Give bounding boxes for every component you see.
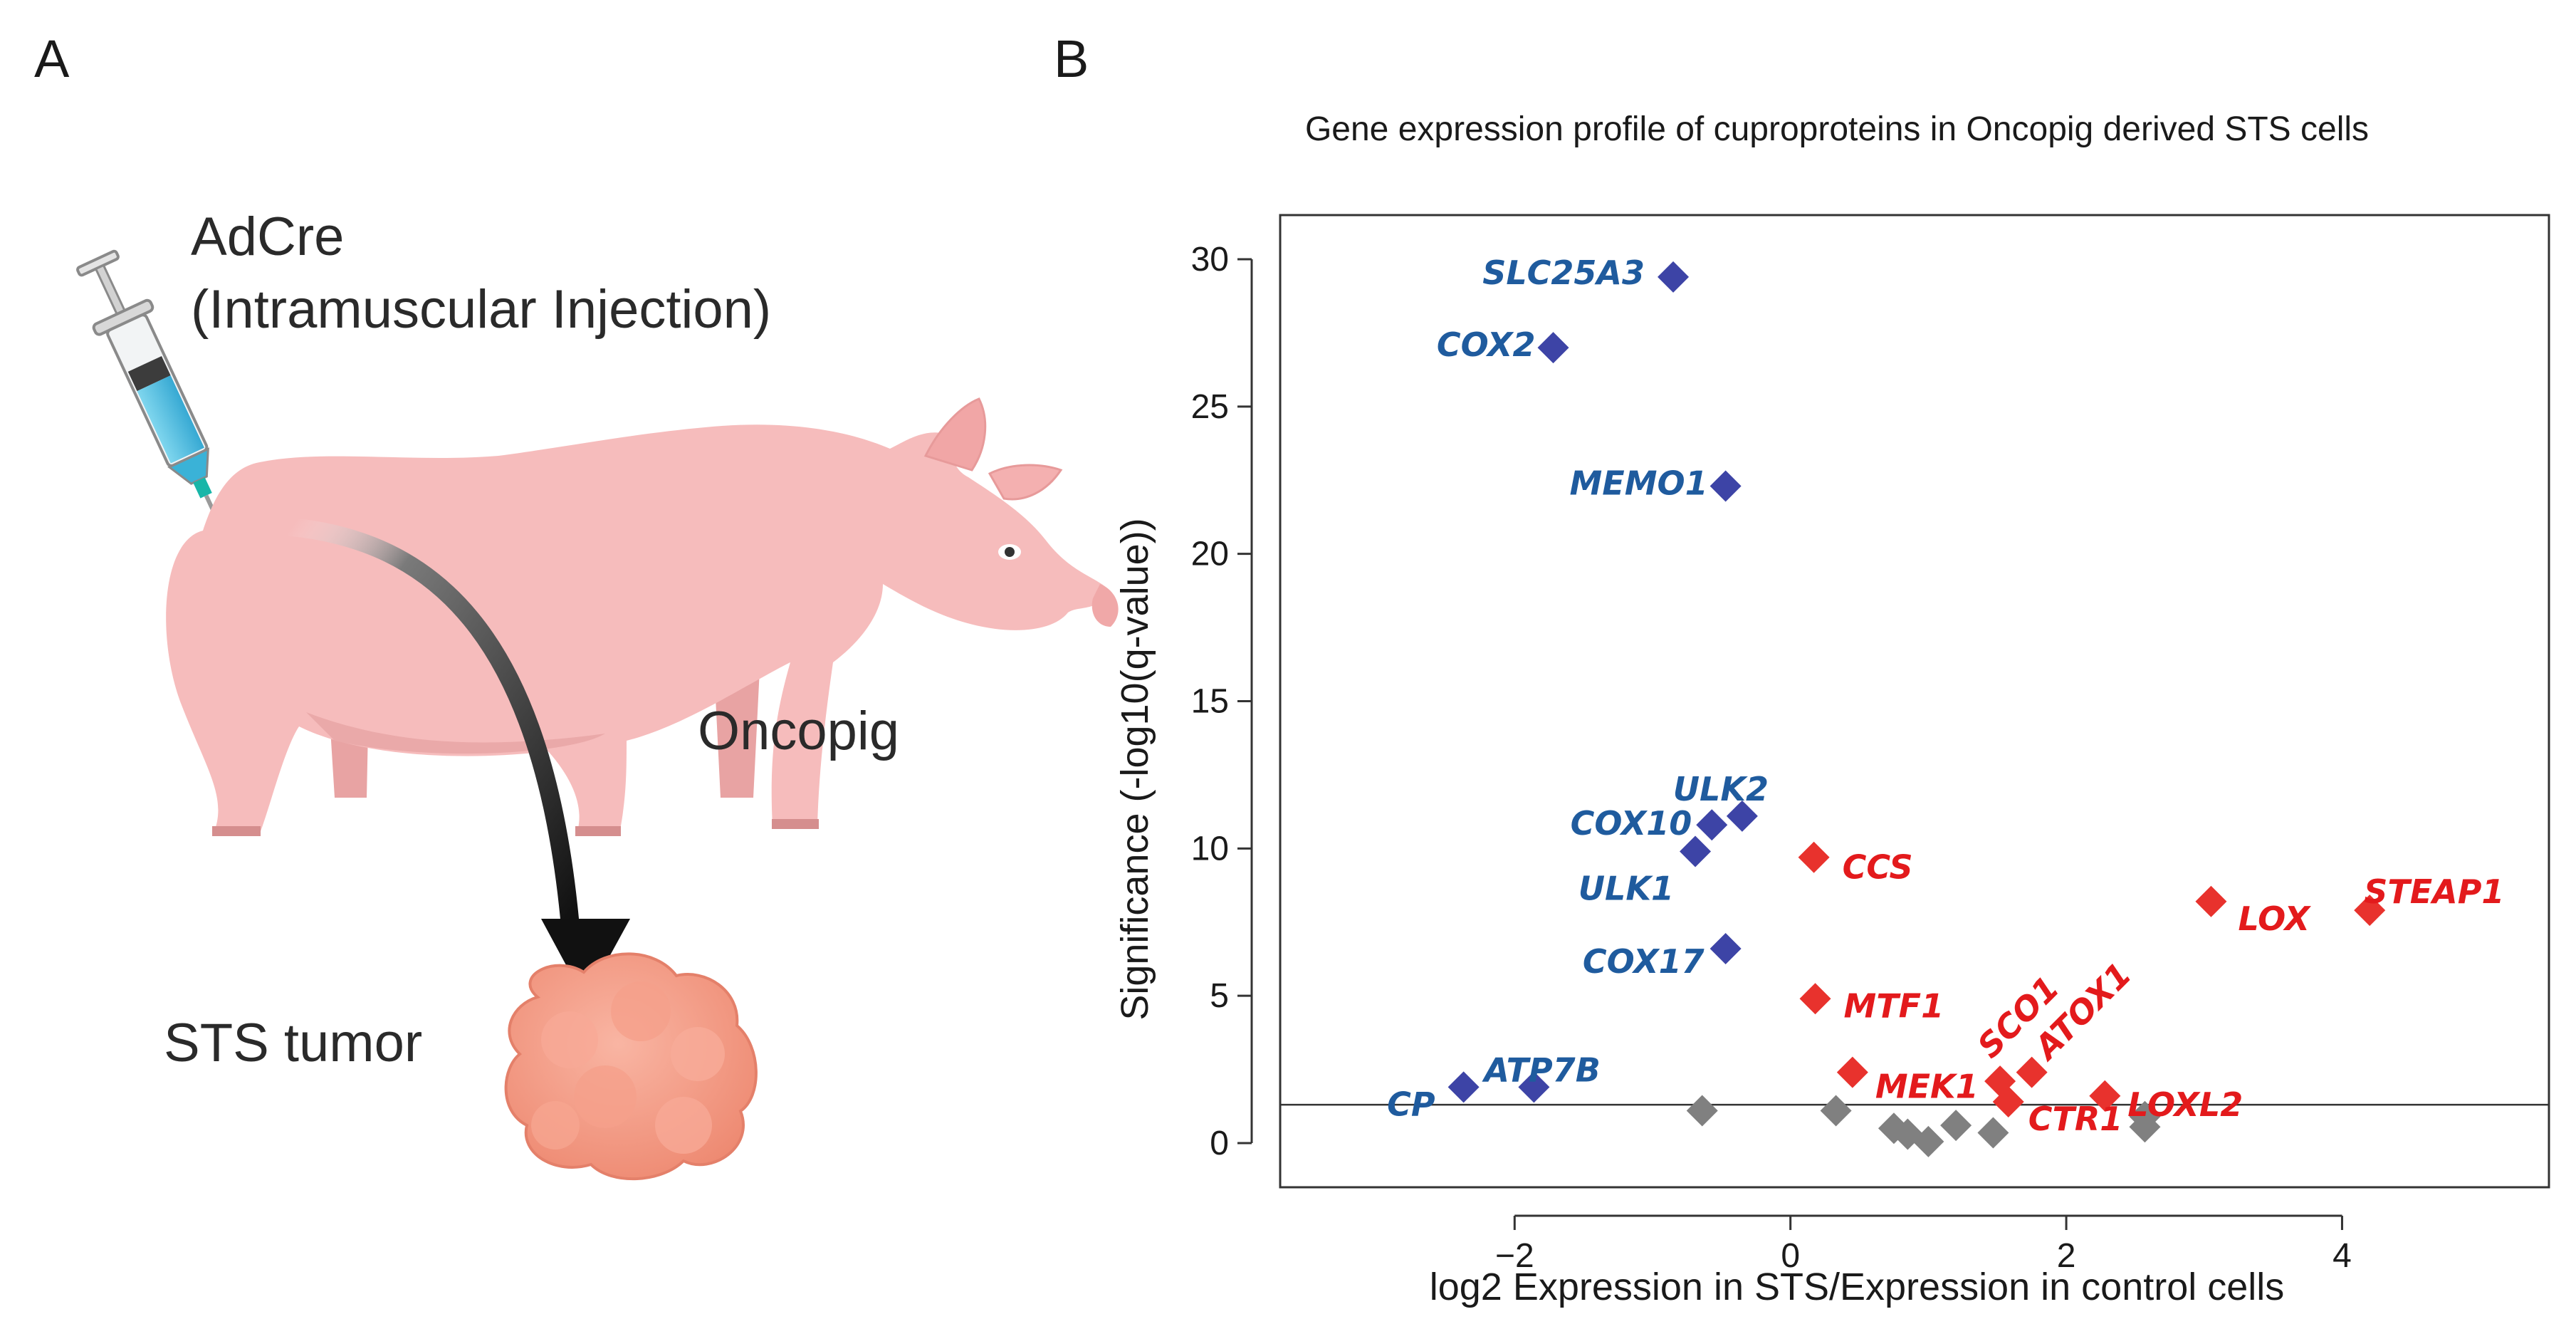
- data-point-ns: [1977, 1117, 2009, 1149]
- point-label: MEMO1: [1570, 464, 1708, 503]
- data-point-down: [1696, 809, 1728, 841]
- point-label: MTF1: [1844, 986, 1944, 1025]
- y-tick-label: 30: [1191, 241, 1229, 278]
- pig-illustration: [166, 397, 1119, 836]
- point-label: ATP7B: [1482, 1051, 1600, 1089]
- data-point-ns: [1912, 1125, 1944, 1157]
- y-tick-label: 10: [1191, 830, 1229, 867]
- point-label: ULK2: [1673, 770, 1769, 808]
- data-point-down: [1710, 470, 1742, 502]
- data-point-down: [1726, 800, 1758, 832]
- data-point-down: [1537, 332, 1569, 364]
- data-point-up: [1836, 1056, 1868, 1088]
- point-label: LOX: [2238, 900, 2311, 938]
- point-label: CP: [1387, 1085, 1435, 1123]
- y-axis: 0 5 10 15 20 25 30: [1191, 241, 1253, 1162]
- x-tick-label: 4: [2332, 1237, 2352, 1275]
- data-point-down: [1680, 835, 1712, 867]
- point-label: COX10: [1571, 804, 1692, 843]
- data-point-up: [2354, 895, 2386, 927]
- y-tick-label: 15: [1191, 683, 1229, 721]
- panel-b: B Gene expression profile of cuproprotei…: [1054, 29, 2550, 1308]
- y-tick-label: 5: [1210, 977, 1229, 1015]
- arrow-curved-icon: [283, 518, 630, 1001]
- y-axis-title: Significance (-log10(q-value)): [1114, 518, 1156, 1020]
- tumor-label: STS tumor: [164, 1013, 422, 1073]
- point-label: SLC25A3: [1482, 254, 1645, 292]
- data-point-ns: [1940, 1110, 1972, 1142]
- tumor-illustration: [504, 952, 758, 1181]
- y-tick-label: 20: [1191, 536, 1229, 573]
- point-label: STEAP1: [2364, 872, 2504, 911]
- injection-label-line1: AdCre: [191, 207, 344, 267]
- data-point-up: [2195, 885, 2227, 917]
- data-point-down: [1710, 932, 1742, 964]
- x-tick-label: −2: [1495, 1237, 1534, 1275]
- injection-label-line2: (Intramuscular Injection): [191, 279, 771, 340]
- point-label: LOXL2: [2127, 1085, 2243, 1124]
- data-point-down: [1658, 261, 1690, 293]
- data-point-up: [2089, 1080, 2121, 1112]
- data-point-up: [1798, 841, 1830, 873]
- panel-b-letter: B: [1054, 29, 1089, 88]
- data-point-ns: [1820, 1095, 1852, 1127]
- panel-a-letter: A: [34, 29, 70, 88]
- point-label: CTR1: [2028, 1100, 2123, 1138]
- x-tick-label: 2: [2057, 1237, 2076, 1275]
- oncopig-label: Oncopig: [698, 701, 899, 761]
- y-tick-label: 0: [1210, 1125, 1229, 1162]
- point-label: CCS: [1843, 848, 1913, 887]
- point-label: COX2: [1437, 325, 1536, 364]
- x-axis: −2 0 2 4: [1495, 1214, 2352, 1275]
- x-tick-label: 0: [1781, 1237, 1800, 1275]
- point-label: ULK1: [1578, 869, 1674, 907]
- y-tick-label: 25: [1191, 388, 1229, 426]
- x-axis-title: log2 Expression in STS/Expression in con…: [1430, 1266, 2285, 1308]
- data-point-up: [1799, 983, 1831, 1015]
- data-point-down: [1518, 1071, 1550, 1103]
- point-label: COX17: [1583, 942, 1705, 981]
- data-point-down: [1447, 1071, 1480, 1103]
- syringe-icon: [76, 249, 256, 598]
- plot-area: [1279, 214, 2550, 1189]
- data-points: [1447, 261, 2386, 1157]
- data-point-ns: [2129, 1100, 2161, 1132]
- data-point-up: [1992, 1086, 2024, 1118]
- panel-a: A AdCre (Intramuscular Injection): [34, 29, 1119, 1181]
- data-point-ns: [1686, 1095, 1718, 1127]
- chart-title: Gene expression profile of cuproproteins…: [1305, 110, 2369, 148]
- data-point-up: [2016, 1056, 2048, 1088]
- point-label: MEK1: [1875, 1068, 1979, 1106]
